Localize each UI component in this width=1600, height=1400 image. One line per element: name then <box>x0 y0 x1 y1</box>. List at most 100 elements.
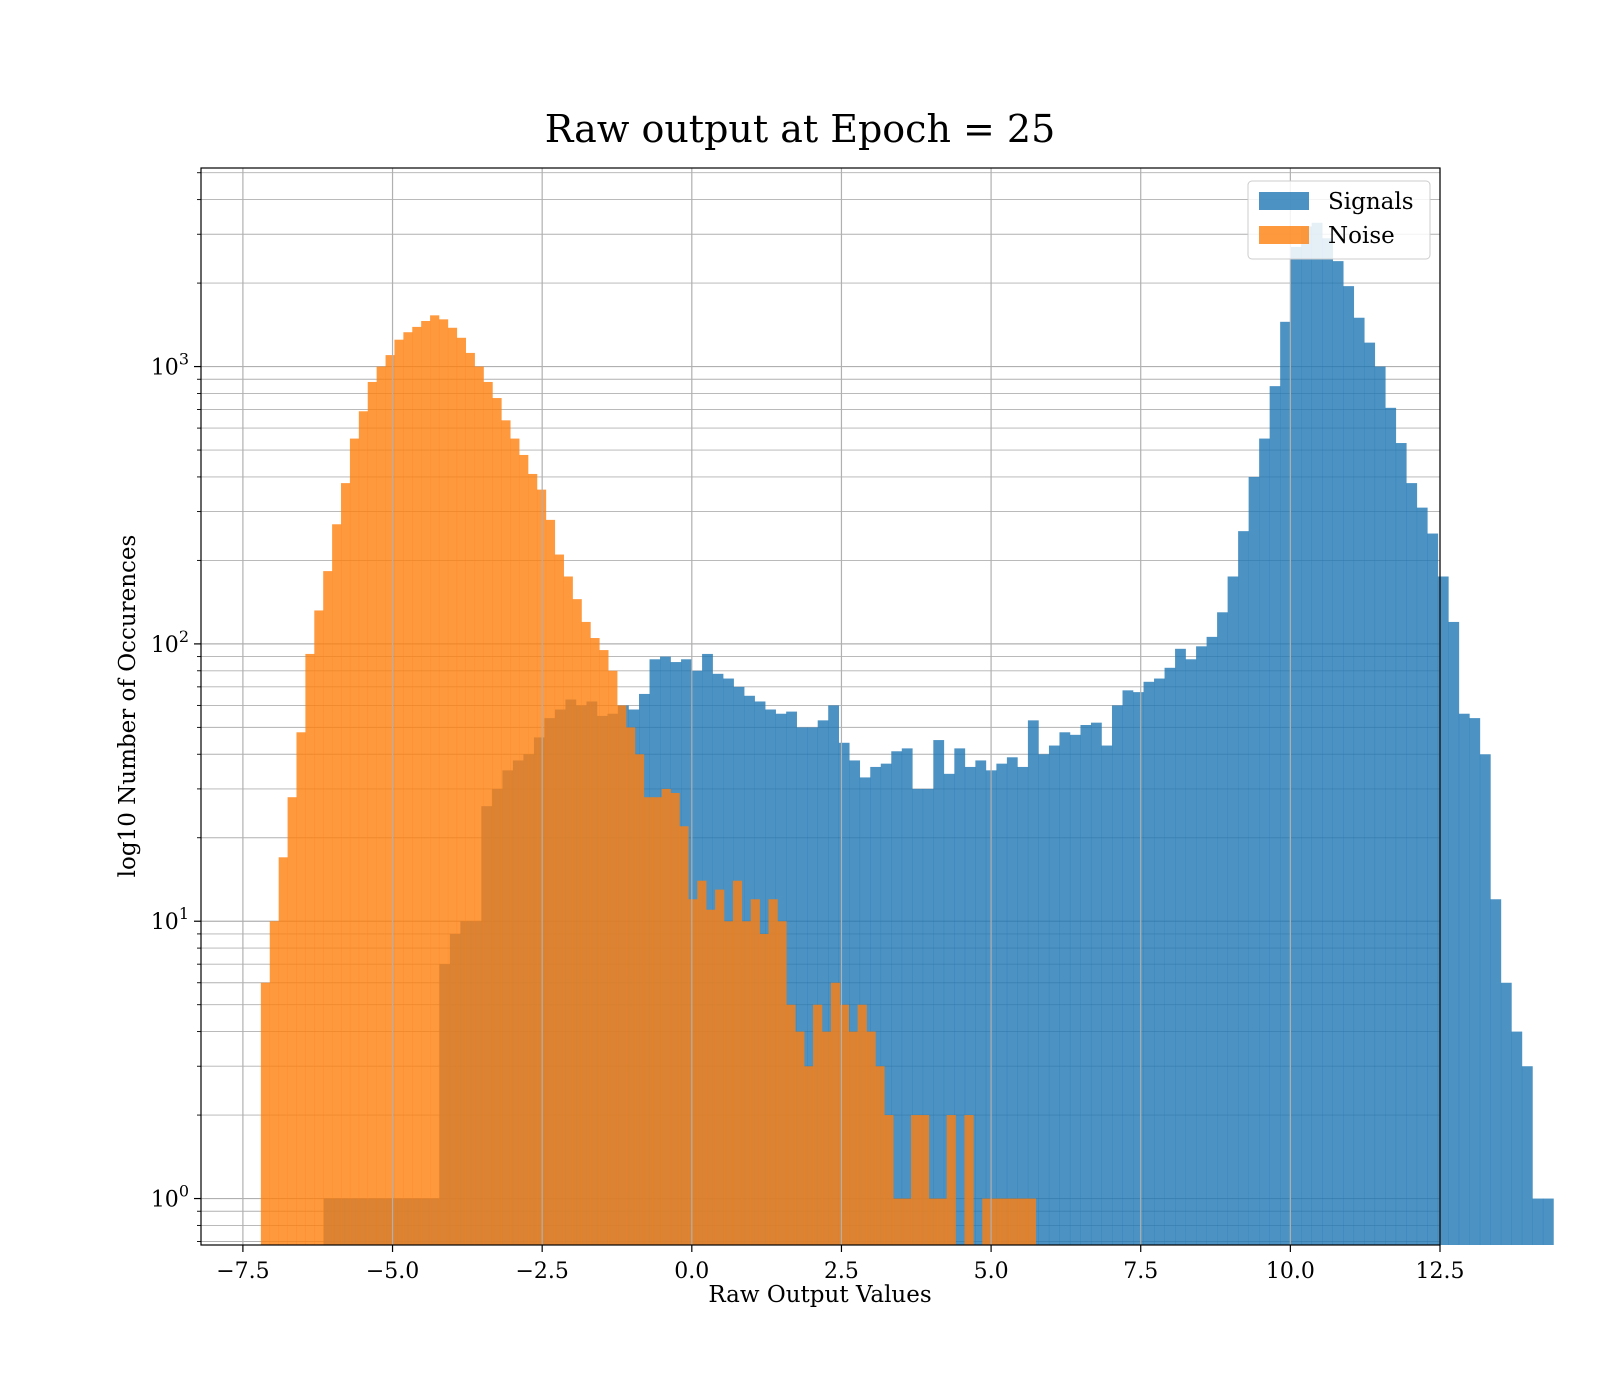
noise-bar <box>474 366 484 1245</box>
signals-bar <box>1395 443 1407 1246</box>
legend-label-noise: Noise <box>1328 223 1395 249</box>
noise-bar <box>456 337 467 1246</box>
legend-label-signals: Signals <box>1328 189 1414 215</box>
signals-bar <box>996 763 1008 1245</box>
noise-bar <box>358 411 369 1245</box>
signals-bar <box>786 711 797 1245</box>
x-tick-label: 12.5 <box>1416 1259 1465 1284</box>
signals-bar <box>1374 366 1386 1245</box>
signals-bar <box>1238 531 1249 1245</box>
noise-bar <box>1008 1198 1019 1245</box>
series-noise <box>260 315 1037 1246</box>
signals-bar <box>796 727 808 1245</box>
noise-bar <box>447 327 458 1245</box>
noise-bar <box>572 599 582 1245</box>
noise-bar <box>732 880 743 1245</box>
noise-bar <box>804 1066 814 1245</box>
noise-bar <box>376 366 386 1245</box>
signals-bar <box>1290 246 1302 1245</box>
x-tick-label: 0.0 <box>674 1259 709 1284</box>
noise-bar <box>1000 1198 1010 1245</box>
noise-bar <box>314 610 324 1245</box>
noise-bar <box>626 727 636 1245</box>
noise-bar <box>430 315 440 1246</box>
signals-bar <box>1217 612 1228 1245</box>
signals-bar <box>1385 407 1397 1245</box>
noise-bar <box>367 381 377 1245</box>
signals-bar <box>1122 690 1134 1245</box>
signals-bar <box>1448 621 1460 1245</box>
signals-bar <box>880 763 892 1245</box>
x-axis-label: Raw Output Values <box>708 1282 931 1308</box>
noise-bar <box>964 1115 974 1245</box>
noise-bar <box>421 320 431 1245</box>
signals-bar <box>1143 681 1155 1245</box>
signals-bar <box>943 773 955 1245</box>
signals-bar <box>922 788 934 1245</box>
noise-bar <box>884 1115 894 1245</box>
signals-bar <box>1175 648 1186 1245</box>
noise-bar <box>982 1198 992 1245</box>
signals-bar <box>1353 317 1365 1245</box>
noise-bar <box>875 1066 885 1245</box>
noise-bar <box>519 454 529 1246</box>
signals-bar <box>1206 636 1218 1245</box>
legend-swatch-noise <box>1259 226 1309 244</box>
noise-bar <box>839 1004 849 1245</box>
axis-ticks: −7.5 −5.0 −2.5 0.0 2.5 5.0 7.5 10.0 12.5 100 101 10… <box>151 172 1465 1284</box>
x-tick-label: −2.5 <box>515 1259 568 1284</box>
noise-bar <box>750 899 760 1245</box>
signals-bar <box>1048 745 1060 1245</box>
noise-bar <box>394 339 404 1245</box>
noise-bar <box>349 438 360 1245</box>
noise-bar <box>643 797 654 1245</box>
signals-bar <box>1311 222 1323 1245</box>
signals-bar <box>1069 734 1081 1245</box>
signals-bar <box>1017 766 1029 1245</box>
noise-bar <box>536 489 547 1245</box>
x-tick-label: 5.0 <box>974 1259 1009 1284</box>
noise-bar <box>723 921 734 1245</box>
signals-bar <box>1111 705 1123 1245</box>
noise-bar <box>545 519 556 1245</box>
noise-bar <box>715 889 725 1245</box>
noise-bar <box>438 319 449 1245</box>
signals-bar <box>1027 720 1039 1245</box>
y-tick-label: 102 <box>151 627 189 658</box>
signals-bar <box>1259 438 1270 1245</box>
signals-bar <box>1038 754 1050 1245</box>
signals-bar <box>1101 745 1113 1245</box>
noise-bar <box>296 732 306 1245</box>
signals-bar <box>1332 261 1344 1245</box>
signals-bar <box>1248 476 1260 1245</box>
noise-bar <box>928 1198 939 1245</box>
signals-bar <box>1301 226 1312 1245</box>
noise-bar <box>323 571 333 1245</box>
noise-bar <box>759 933 769 1245</box>
signals-bar <box>1133 692 1144 1245</box>
y-tick-label: 103 <box>151 350 189 381</box>
y-tick-label: 100 <box>151 1182 189 1213</box>
noise-bar <box>412 326 422 1245</box>
signals-bar <box>870 766 882 1245</box>
x-tick-label: −7.5 <box>216 1259 269 1284</box>
plot-frame <box>200 167 1441 1246</box>
signals-bar <box>964 766 976 1245</box>
noise-bar <box>554 554 564 1245</box>
legend: Signals Noise <box>1247 180 1431 260</box>
noise-bar <box>492 398 502 1245</box>
noise-bar <box>911 1115 921 1245</box>
noise-bar <box>670 792 680 1245</box>
y-axis-label: log10 Number of Occurences <box>115 535 141 878</box>
signals-bar <box>1154 678 1165 1245</box>
noise-bar <box>385 355 395 1245</box>
signals-bar <box>975 760 987 1245</box>
noise-bar <box>768 899 778 1245</box>
noise-bar <box>1026 1198 1037 1245</box>
noise-bar <box>902 1198 912 1245</box>
signals-bar <box>954 748 966 1245</box>
signals-bar <box>1343 286 1355 1245</box>
noise-bar <box>617 705 627 1245</box>
noise-bar <box>661 788 671 1245</box>
noise-bar <box>287 797 297 1245</box>
